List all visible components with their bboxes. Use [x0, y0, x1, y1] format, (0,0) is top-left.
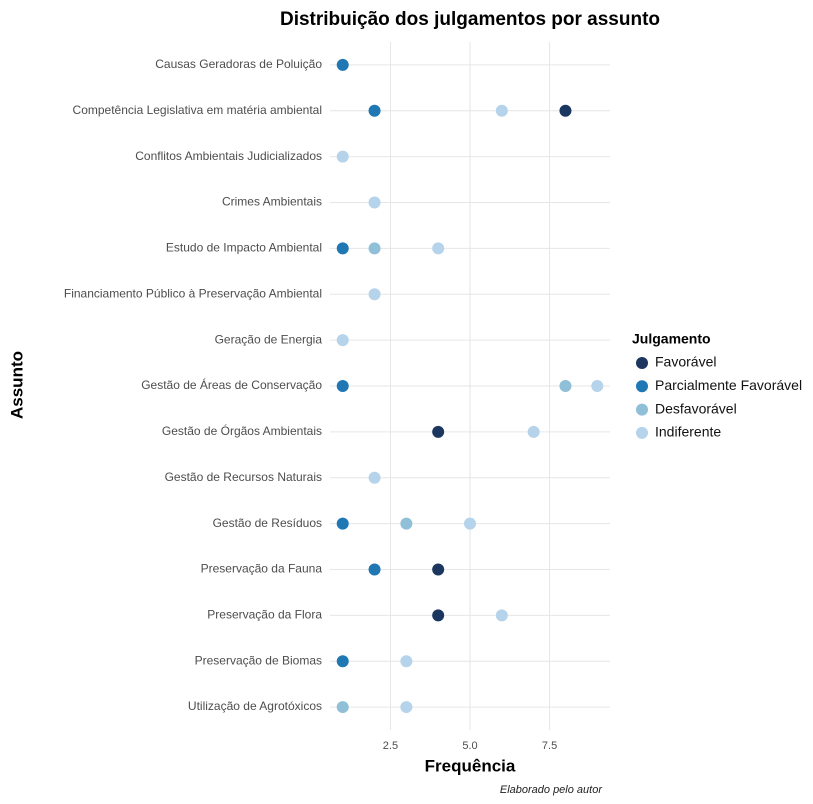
dot	[559, 380, 572, 392]
dot	[495, 104, 508, 117]
y-tick-label: Preservação da Flora	[207, 608, 322, 622]
dot	[368, 196, 381, 209]
legend-label: Desfavorável	[655, 400, 737, 416]
y-tick-label: Gestão de Resíduos	[213, 516, 322, 530]
dot	[400, 655, 413, 668]
dot	[432, 563, 445, 576]
y-tick-label: Conflitos Ambientais Judicializados	[135, 149, 322, 163]
legend-title: Julgamento	[632, 331, 711, 347]
dot	[336, 517, 349, 530]
dot	[432, 425, 445, 438]
dot	[400, 517, 413, 530]
dot	[336, 58, 349, 71]
y-tick-label: Geração de Energia	[215, 332, 323, 346]
dot	[368, 563, 381, 576]
caption: Elaborado pelo autor	[500, 784, 603, 796]
legend-label: Parcialmente Favorável	[655, 377, 802, 393]
dot	[336, 150, 349, 163]
legend-swatch	[636, 426, 648, 439]
legend-label: Favorável	[655, 354, 716, 370]
dot	[432, 242, 445, 255]
legend-swatch	[636, 403, 648, 416]
y-tick-label: Gestão de Recursos Naturais	[165, 470, 322, 484]
y-tick-label: Financiamento Público à Preservação Ambi…	[64, 286, 322, 300]
dot	[368, 471, 381, 484]
dot	[527, 425, 540, 438]
dot	[336, 242, 349, 255]
y-tick-label: Gestão de Órgãos Ambientais	[162, 423, 322, 438]
dot	[368, 288, 381, 301]
y-tick-label: Gestão de Áreas de Conservação	[141, 377, 322, 392]
y-tick-label: Estudo de Impacto Ambiental	[166, 241, 322, 255]
dot	[464, 517, 476, 530]
dot	[495, 609, 508, 622]
dot	[336, 655, 349, 668]
dot	[559, 104, 572, 117]
legend-label: Indiferente	[655, 424, 721, 440]
x-tick-label: 2.5	[383, 740, 398, 752]
dot	[432, 609, 445, 622]
y-tick-label: Preservação da Fauna	[201, 562, 323, 576]
y-axis-label: Assunto	[7, 351, 26, 419]
x-tick-label: 5.0	[462, 740, 477, 752]
x-axis-label: Frequência	[425, 756, 516, 775]
x-tick-label: 7.5	[542, 740, 557, 752]
y-tick-label: Causas Geradoras de Poluição	[155, 57, 322, 71]
dot	[591, 380, 604, 392]
y-tick-label: Utilização de Agrotóxicos	[188, 699, 322, 713]
legend-swatch	[636, 357, 648, 369]
y-tick-label: Competência Legislativa em matéria ambie…	[73, 103, 322, 117]
dot	[336, 380, 349, 392]
dot	[336, 334, 349, 347]
legend-swatch	[636, 380, 648, 393]
y-tick-label: Crimes Ambientais	[222, 195, 322, 209]
chart-title: Distribuição dos julgamentos por assunto	[280, 9, 660, 30]
dot	[336, 701, 349, 714]
dot	[368, 104, 381, 117]
dot	[368, 242, 381, 255]
y-tick-label: Preservação de Biomas	[195, 653, 322, 667]
dot	[400, 701, 413, 714]
